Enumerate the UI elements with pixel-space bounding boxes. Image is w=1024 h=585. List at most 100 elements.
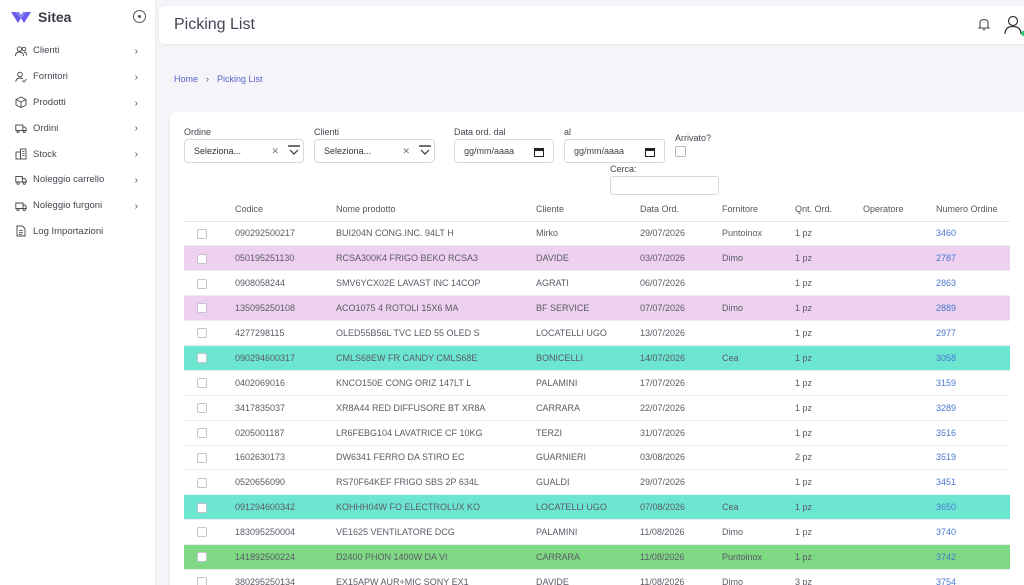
column-header[interactable]: Codice bbox=[231, 197, 332, 222]
order-number-link[interactable]: 3516 bbox=[932, 420, 1010, 446]
clear-icon[interactable]: ✕ bbox=[271, 146, 279, 156]
sidebar-item-label: Prodotti bbox=[33, 96, 66, 108]
column-header[interactable]: Qnt. Ord. bbox=[791, 197, 859, 222]
chevron-down-icon[interactable] bbox=[419, 144, 431, 156]
sidebar-item-ordini[interactable]: Ordini › bbox=[0, 115, 156, 141]
row-checkbox[interactable] bbox=[197, 303, 207, 314]
breadcrumb-current[interactable]: Picking List bbox=[217, 74, 263, 84]
order-number-link[interactable]: 3650 bbox=[932, 494, 1010, 521]
row-checkbox[interactable] bbox=[197, 527, 207, 538]
cart-truck-icon bbox=[15, 175, 27, 185]
order-number-link[interactable]: 3289 bbox=[932, 395, 1010, 421]
picking-table: Codice Nome prodotto Cliente Data Ord. Forni… bbox=[184, 197, 1010, 585]
order-number-link[interactable]: 3460 bbox=[932, 221, 1010, 247]
sidebar-item-noleggio-furgoni[interactable]: Noleggio furgoni › bbox=[0, 193, 156, 219]
sidebar-item-fornitori[interactable]: Fornitori › bbox=[0, 64, 156, 90]
cell-codice: 0402069016 bbox=[231, 370, 332, 396]
table-row[interactable]: 090294600317 CMLS68EW FR CANDY CMLS68E BON… bbox=[184, 345, 1010, 371]
cell-qnt: 1 pz bbox=[791, 420, 859, 446]
cell-cliente: AGRATI bbox=[532, 270, 636, 297]
table-row[interactable]: 1602630173 DW6341 FERRO DA STIRO EC GUARNI… bbox=[184, 445, 1010, 471]
sidebar-item-noleggio-carrello[interactable]: Noleggio carrello › bbox=[0, 167, 156, 193]
sidebar-item-label: Stock bbox=[33, 148, 57, 160]
cell-fornitore: Dimo bbox=[718, 519, 791, 546]
sidebar-toggle-icon[interactable] bbox=[133, 10, 146, 23]
row-checkbox[interactable] bbox=[197, 452, 207, 463]
row-checkbox-cell bbox=[184, 395, 231, 421]
row-checkbox[interactable] bbox=[197, 328, 207, 339]
row-checkbox[interactable] bbox=[197, 402, 207, 413]
sidebar-item-log-importazioni[interactable]: Log Importazioni bbox=[0, 219, 156, 245]
table-row[interactable]: 0520656090 RS70F64KEF FRIGO SBS 2P 634L GU… bbox=[184, 469, 1010, 496]
row-checkbox[interactable] bbox=[197, 502, 207, 513]
table-row[interactable]: 141892500224 D2400 PHON 1400W DA VI CARRAR… bbox=[184, 544, 1010, 570]
order-number-link[interactable]: 3058 bbox=[932, 345, 1010, 371]
order-number-link[interactable]: 2889 bbox=[932, 295, 1010, 322]
order-number-link[interactable]: 3742 bbox=[932, 544, 1010, 570]
row-checkbox-cell bbox=[184, 221, 231, 247]
ordine-select[interactable]: Seleziona... ✕ bbox=[184, 139, 304, 163]
order-number-link[interactable]: 3754 bbox=[932, 569, 1010, 585]
order-number-link[interactable]: 2787 bbox=[932, 245, 1010, 272]
calendar-icon[interactable] bbox=[645, 147, 655, 157]
order-number-link[interactable]: 2977 bbox=[932, 320, 1010, 346]
table-row[interactable]: 090292500217 BUI204N CONG.INC. 94LT H Mirk… bbox=[184, 221, 1010, 247]
column-header[interactable]: Cliente bbox=[532, 197, 636, 222]
sidebar-item-clienti[interactable]: Clienti › bbox=[0, 38, 156, 64]
cell-data: 11/08/2026 bbox=[636, 519, 718, 546]
cell-data: 03/08/2026 bbox=[636, 445, 718, 471]
table-row[interactable]: 0205001187 LR6FEBG104 LAVATRICE CF 10KG TE… bbox=[184, 420, 1010, 446]
table-row[interactable]: 050195251130 RCSA300K4 FRIGO BEKO RCSA3 DA… bbox=[184, 245, 1010, 272]
row-checkbox-cell bbox=[184, 569, 231, 585]
data-al-input[interactable]: gg/mm/aaaa bbox=[564, 139, 665, 163]
cell-fornitore bbox=[718, 445, 791, 471]
row-checkbox[interactable] bbox=[197, 552, 207, 563]
column-header[interactable]: Fornitore bbox=[718, 197, 791, 222]
column-header[interactable]: Numero Ordine bbox=[932, 197, 1010, 222]
table-row[interactable]: 3417835037 XR8A44 RED DIFFUSORE BT XR8A CA… bbox=[184, 395, 1010, 421]
chevron-down-icon[interactable] bbox=[288, 144, 300, 156]
column-header[interactable]: Data Ord. bbox=[636, 197, 718, 222]
table-row[interactable]: 183095250004 VE1625 VENTILATORE DCG PALAMI… bbox=[184, 519, 1010, 546]
user-avatar-icon[interactable] bbox=[1004, 15, 1022, 35]
order-number-link[interactable]: 3519 bbox=[932, 445, 1010, 471]
table-row[interactable]: 091294600342 KOHHH04W FO ELECTROLUX KO LOC… bbox=[184, 494, 1010, 521]
order-number-link[interactable]: 2863 bbox=[932, 270, 1010, 297]
clienti-select[interactable]: Seleziona... ✕ bbox=[314, 139, 435, 163]
order-number-link[interactable]: 3159 bbox=[932, 370, 1010, 396]
breadcrumb-home[interactable]: Home bbox=[174, 74, 199, 84]
clear-icon[interactable]: ✕ bbox=[402, 146, 410, 156]
row-checkbox[interactable] bbox=[197, 253, 207, 264]
data-dal-input[interactable]: gg/mm/aaaa bbox=[454, 139, 554, 163]
table-row[interactable]: 0908058244 SMV6YCX02E LAVAST INC 14COP AGR… bbox=[184, 270, 1010, 297]
cell-qnt: 1 pz bbox=[791, 245, 859, 272]
search-input[interactable] bbox=[610, 176, 719, 195]
row-checkbox[interactable] bbox=[197, 353, 207, 364]
cell-operatore bbox=[859, 494, 932, 521]
table-row[interactable]: 380295250134 EX15APW AUR+MIC SONY EX1 DAVI… bbox=[184, 569, 1010, 585]
calendar-icon[interactable] bbox=[534, 147, 544, 157]
cell-codice: 091294600342 bbox=[231, 494, 332, 521]
sidebar-item-prodotti[interactable]: Prodotti › bbox=[0, 90, 156, 116]
table-row[interactable]: 0402069016 KNCO150E CONG ORIZ 147LT L PALA… bbox=[184, 370, 1010, 396]
row-checkbox[interactable] bbox=[197, 228, 207, 239]
user-check-icon bbox=[15, 71, 27, 83]
row-checkbox[interactable] bbox=[197, 278, 207, 289]
table-row[interactable]: 4277298115 OLED55B56L TVC LED 55 OLED S LO… bbox=[184, 320, 1010, 346]
row-checkbox[interactable] bbox=[197, 477, 207, 488]
row-checkbox[interactable] bbox=[197, 577, 207, 585]
arrivato-checkbox[interactable] bbox=[675, 146, 686, 157]
cell-data: 07/07/2026 bbox=[636, 295, 718, 322]
row-checkbox[interactable] bbox=[197, 378, 207, 389]
sidebar-item-stock[interactable]: Stock › bbox=[0, 141, 156, 167]
brand-name: Sitea bbox=[38, 9, 72, 25]
cell-operatore bbox=[859, 569, 932, 585]
column-header[interactable]: Nome prodotto bbox=[332, 197, 532, 222]
bell-icon[interactable] bbox=[977, 17, 991, 31]
order-number-link[interactable]: 3451 bbox=[932, 469, 1010, 496]
column-header[interactable]: Operatore bbox=[859, 197, 932, 222]
brand[interactable]: Sitea bbox=[10, 8, 150, 26]
order-number-link[interactable]: 3740 bbox=[932, 519, 1010, 546]
row-checkbox[interactable] bbox=[197, 427, 207, 438]
table-row[interactable]: 135095250108 ACO1075 4 ROTOLI 15X6 MA BF S… bbox=[184, 295, 1010, 322]
